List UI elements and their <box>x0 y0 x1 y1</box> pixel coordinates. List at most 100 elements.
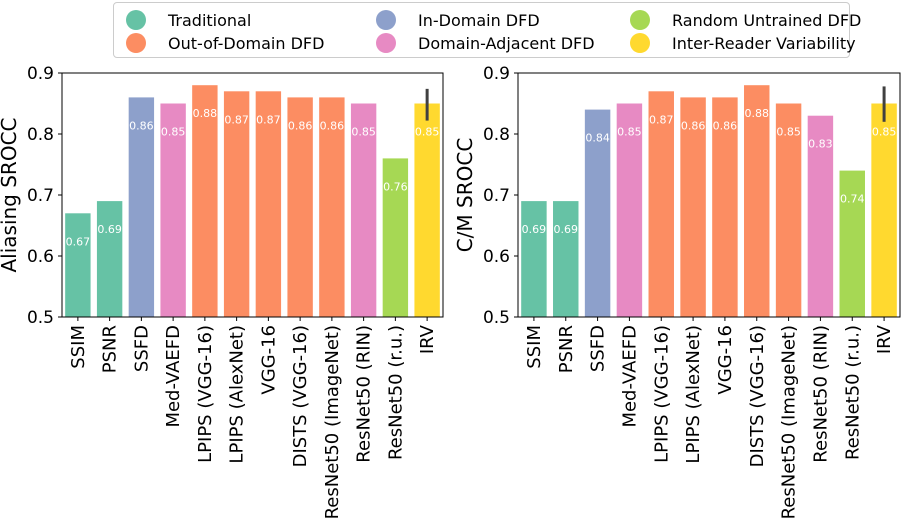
bar-vgg-16 <box>255 91 282 317</box>
bar-value-label: 0.85 <box>415 126 440 139</box>
bar-value-label: 0.69 <box>97 223 122 236</box>
y-tick-label: 0.6 <box>483 247 510 267</box>
x-tick-label: PSNR <box>556 325 577 373</box>
x-tick-label: ResNet50 (r.u.) <box>842 325 863 460</box>
bar-lpips-vgg-16- <box>192 85 218 317</box>
y-tick-label: 0.7 <box>483 186 510 206</box>
legend-swatch <box>376 10 396 30</box>
y-tick-label: 0.5 <box>27 308 54 328</box>
bar-value-label: 0.74 <box>840 193 865 206</box>
legend-label: Inter-Reader Variability <box>672 33 856 53</box>
x-tick-label: SSFD <box>131 325 152 372</box>
legend-label: Random Untrained DFD <box>672 10 862 30</box>
legend-swatch <box>630 33 650 53</box>
bar-ssim <box>521 201 547 317</box>
aliasing-srocc-chart: 0.67 SSIM 0.69 PSNR 0.86 SSFD 0.85 Med-VAEFD 0.8… <box>0 64 444 519</box>
bar-irv <box>414 103 440 317</box>
bar-ssim <box>65 213 91 317</box>
legend-item-random-untrained: Random Untrained DFD <box>630 9 861 31</box>
bar-value-label: 0.69 <box>522 223 547 236</box>
bar-value-label: 0.76 <box>383 180 408 193</box>
x-tick-label: LPIPS (AlexNet) <box>683 325 704 464</box>
bar-value-label: 0.88 <box>193 107 218 120</box>
y-tick-label: 0.8 <box>27 125 54 145</box>
bar-value-label: 0.87 <box>256 113 281 126</box>
bar-value-label: 0.85 <box>617 126 642 139</box>
legend-label: Out-of-Domain DFD <box>168 33 325 53</box>
x-tick-label: Med-VAEFD <box>619 325 640 428</box>
legend-item-out-of-domain: Out-of-Domain DFD <box>126 32 324 54</box>
legend-label: Traditional <box>168 10 252 30</box>
x-tick-label: VGG-16 <box>258 325 279 395</box>
legend-swatch <box>630 10 650 30</box>
x-tick-label: IRV <box>874 324 895 354</box>
y-tick-label: 0.8 <box>483 125 510 145</box>
x-tick-label: DISTS (VGG-16) <box>747 325 768 467</box>
bar-value-label: 0.84 <box>585 132 610 145</box>
x-tick-label: LPIPS (AlexNet) <box>227 325 248 464</box>
x-tick-label: SSIM <box>524 325 545 369</box>
x-tick-label: DISTS (VGG-16) <box>290 325 311 467</box>
x-tick-label: LPIPS (VGG-16) <box>651 325 672 463</box>
x-tick-label: ResNet50 (RIN) <box>354 325 375 463</box>
legend-label: Domain-Adjacent DFD <box>418 33 595 53</box>
bar-lpips-vgg-16- <box>648 91 674 317</box>
legend: Traditional Out-of-Domain DFD In-Domain … <box>113 2 861 58</box>
x-tick-label: PSNR <box>100 325 121 373</box>
legend-label: In-Domain DFD <box>418 10 540 30</box>
x-tick-label: VGG-16 <box>715 325 736 395</box>
bar-resnet50-imagenet- <box>319 97 345 318</box>
bar-resnet50-rin- <box>350 103 377 317</box>
bar-value-label: 0.88 <box>745 107 770 120</box>
cm-srocc-chart: 0.69 SSIM 0.69 PSNR 0.84 SSFD 0.85 Med-VAEFD 0.8… <box>453 64 901 519</box>
x-tick-label: SSIM <box>68 325 89 369</box>
bar-vgg-16 <box>712 97 738 318</box>
x-tick-label: IRV <box>417 324 438 354</box>
legend-swatch <box>126 33 146 53</box>
y-axis-label: C/M SROCC <box>453 138 477 253</box>
bar-psnr <box>553 201 579 317</box>
bar-med-vaefd <box>616 103 643 317</box>
legend-swatch <box>126 10 146 30</box>
x-tick-label: ResNet50 (ImageNet) <box>779 325 800 519</box>
bar-value-label: 0.86 <box>320 119 345 132</box>
y-tick-label: 0.9 <box>27 64 54 84</box>
bar-ssfd <box>584 109 611 317</box>
y-tick-label: 0.5 <box>483 308 510 328</box>
plot-frame <box>61 72 444 318</box>
bar-dists-vgg-16- <box>287 97 313 318</box>
y-tick-label: 0.9 <box>483 64 510 84</box>
x-tick-label: SSFD <box>588 325 609 372</box>
bar-value-label: 0.85 <box>776 126 801 139</box>
legend-item-traditional: Traditional <box>126 9 251 31</box>
x-tick-label: ResNet50 (ImageNet) <box>322 325 343 519</box>
x-tick-label: ResNet50 (r.u.) <box>385 325 406 460</box>
bar-value-label: 0.83 <box>808 138 833 151</box>
legend-item-domain-adjacent: Domain-Adjacent DFD <box>376 32 595 54</box>
bar-irv <box>871 103 897 317</box>
legend-item-in-domain: In-Domain DFD <box>376 9 540 31</box>
bar-psnr <box>96 201 123 317</box>
bar-resnet50-r-u- <box>382 158 409 317</box>
y-tick-label: 0.6 <box>27 247 54 267</box>
bar-med-vaefd <box>160 103 186 317</box>
x-tick-label: LPIPS (VGG-16) <box>195 325 216 463</box>
bar-value-label: 0.85 <box>161 126 186 139</box>
bar-resnet50-r-u- <box>839 170 865 317</box>
bar-value-label: 0.86 <box>713 119 738 132</box>
bar-value-label: 0.87 <box>649 113 674 126</box>
bar-value-label: 0.85 <box>351 126 376 139</box>
y-axis-label: Aliasing SROCC <box>0 117 21 272</box>
bar-value-label: 0.85 <box>872 126 897 139</box>
bar-resnet50-imagenet- <box>775 103 802 317</box>
legend-swatch <box>376 33 396 53</box>
bar-value-label: 0.69 <box>554 223 579 236</box>
bar-value-label: 0.86 <box>129 119 154 132</box>
bar-resnet50-rin- <box>807 115 834 317</box>
bar-lpips-alexnet- <box>223 91 250 317</box>
bar-value-label: 0.87 <box>224 113 249 126</box>
x-tick-label: ResNet50 (RIN) <box>810 325 831 463</box>
plot-frame <box>517 72 901 318</box>
x-tick-label: Med-VAEFD <box>163 325 184 428</box>
